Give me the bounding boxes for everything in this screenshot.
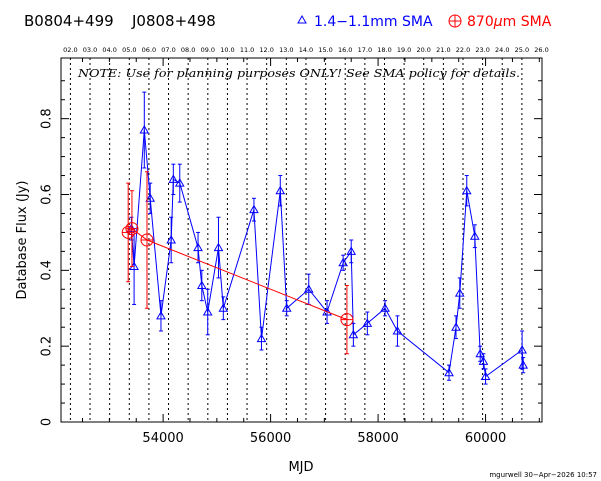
- year-tick-label: 25.0: [515, 46, 529, 54]
- data-point-triangle: [196, 280, 207, 289]
- legend: 1.4−1.1mm SMA 870μm SMA: [297, 14, 552, 30]
- data-point-triangle: [518, 360, 529, 369]
- year-tick-label: 02.0: [63, 46, 77, 54]
- data-point-triangle: [303, 284, 314, 293]
- data-point-triangle: [480, 371, 491, 380]
- data-point-triangle: [275, 185, 286, 195]
- series-line: [127, 227, 348, 321]
- year-tick-label: 04.0: [102, 46, 116, 54]
- year-tick-label: 03.0: [83, 46, 97, 54]
- x-tick-label: 58000: [357, 431, 398, 446]
- data-point-triangle: [281, 303, 292, 312]
- legend-red-number: 870: [467, 14, 494, 30]
- data-point-triangle: [451, 322, 461, 331]
- axis-ticks: [61, 58, 542, 423]
- legend-red-unit: m SMA: [503, 14, 552, 30]
- data-point-triangle: [469, 231, 480, 240]
- data-point-triangle: [380, 303, 390, 312]
- legend-red-label: 870μm SMA: [467, 14, 552, 30]
- data-point-triangle: [454, 288, 465, 297]
- year-tick-label: 07.0: [161, 46, 175, 54]
- year-tick-label: 23.0: [475, 46, 489, 54]
- plot-frame: [60, 57, 543, 423]
- year-tick-label: 19.0: [397, 46, 411, 54]
- data-point-triangle: [213, 242, 224, 252]
- year-tick-label: 11.0: [240, 46, 254, 54]
- data-point-triangle: [193, 242, 203, 252]
- source-name-alias: J0808+498: [131, 12, 216, 30]
- year-tick-label: 24.0: [495, 46, 509, 54]
- y-tick-label: 0.6: [40, 184, 55, 205]
- year-tick-label: 17.0: [358, 46, 372, 54]
- series-blue-triangles: [126, 91, 529, 385]
- data-series: [121, 91, 529, 385]
- year-tick-label: 16.0: [338, 46, 352, 54]
- data-point-triangle: [256, 333, 267, 343]
- data-point-triangle: [348, 329, 359, 339]
- series-line: [130, 129, 524, 378]
- year-tick-label: 14.0: [299, 46, 313, 54]
- year-tick-label: 06.0: [142, 46, 156, 54]
- data-point-triangle: [346, 246, 357, 255]
- data-point-circle-plus: [125, 222, 139, 236]
- data-point-triangle: [218, 303, 229, 312]
- data-point-triangle: [202, 307, 213, 316]
- y-axis-label: Database Flux (Jy): [15, 181, 30, 300]
- x-tick-label: 54000: [142, 431, 183, 446]
- year-tick-label: 05.0: [122, 46, 136, 54]
- year-tick-label: 08.0: [181, 46, 195, 54]
- y-tick-label: 0.8: [40, 108, 55, 129]
- year-tick-label: 09.0: [201, 46, 215, 54]
- data-point-circle-plus: [340, 313, 354, 327]
- data-point-triangle: [249, 204, 259, 214]
- legend-blue-label: 1.4−1.1mm SMA: [314, 14, 433, 30]
- year-tick-labels: 02.0 03.0 04.0 05.0 06.0 07.0 08.0 09.0 10.0 11.0…: [63, 46, 549, 54]
- x-axis-label: MJD: [288, 460, 313, 475]
- data-point-circle-plus: [140, 233, 154, 247]
- data-point-triangle: [168, 174, 179, 183]
- x-tick-labels: 54000 56000 58000 60000: [142, 431, 506, 446]
- data-point-triangle: [461, 185, 472, 195]
- chart-header: B0804+499 J0808+498 1.4−1.1mm SMA 870μm …: [24, 12, 552, 30]
- data-point-triangle: [338, 257, 349, 267]
- year-tick-label: 10.0: [220, 46, 234, 54]
- data-point-triangle: [362, 318, 373, 327]
- legend-circle-plus-marker: [448, 14, 462, 28]
- y-tick-label: 0.4: [40, 260, 55, 281]
- year-gridlines: [69, 58, 523, 422]
- series-red-circles: [121, 171, 354, 355]
- credit-stamp: mgurwell 30−Apr−2026 10:57: [489, 471, 597, 479]
- year-tick-label: 26.0: [534, 46, 548, 54]
- x-tick-label: 56000: [250, 431, 291, 446]
- source-name-primary: B0804+499: [24, 12, 114, 30]
- y-tick-label: 0.2: [40, 336, 55, 357]
- year-tick-label: 13.0: [279, 46, 293, 54]
- data-point-triangle: [139, 125, 150, 134]
- data-point-triangle: [145, 193, 156, 202]
- data-point-triangle: [166, 234, 177, 244]
- data-point-triangle: [174, 178, 185, 187]
- year-tick-label: 15.0: [318, 46, 332, 54]
- data-point-triangle: [444, 367, 454, 377]
- legend-triangle-marker: [297, 14, 307, 24]
- year-tick-label: 18.0: [377, 46, 391, 54]
- data-point-triangle: [392, 325, 403, 335]
- data-point-triangle: [322, 307, 332, 316]
- planning-note: NOTE: Use for planning purposes ONLY! Se…: [77, 67, 520, 80]
- y-tick-label: 0: [40, 418, 55, 426]
- x-tick-label: 60000: [465, 431, 506, 446]
- year-tick-label: 12.0: [259, 46, 273, 54]
- data-point-triangle: [517, 344, 527, 354]
- data-point-triangle: [156, 310, 166, 320]
- legend-red-mu: μ: [493, 14, 503, 30]
- data-point-triangle: [478, 356, 489, 365]
- y-tick-labels: 0 0.2 0.4 0.6 0.8: [40, 108, 55, 426]
- year-tick-label: 20.0: [416, 46, 430, 54]
- year-tick-label: 21.0: [436, 46, 450, 54]
- year-tick-label: 22.0: [456, 46, 470, 54]
